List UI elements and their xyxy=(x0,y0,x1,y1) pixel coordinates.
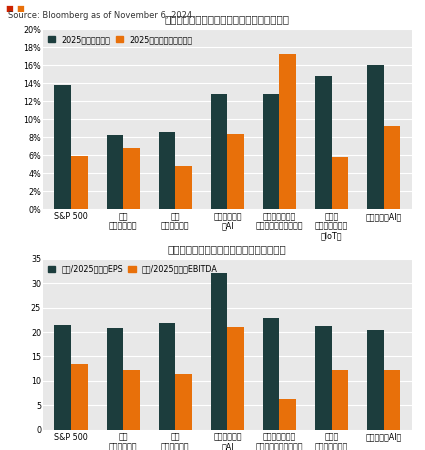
Bar xyxy=(211,274,227,430)
Bar xyxy=(367,329,384,430)
Bar xyxy=(54,85,71,209)
Bar xyxy=(54,325,71,430)
Bar xyxy=(315,326,332,430)
Title: 競争力関連のテーマ別：バリュエーション: 競争力関連のテーマ別：バリュエーション xyxy=(168,244,287,254)
Bar xyxy=(367,65,384,209)
Bar xyxy=(315,76,332,209)
Bar xyxy=(263,94,280,209)
Text: ■: ■ xyxy=(5,4,13,13)
Bar xyxy=(211,94,227,209)
Bar xyxy=(175,166,192,209)
Bar xyxy=(332,369,348,430)
Bar xyxy=(384,126,400,209)
Bar xyxy=(280,400,296,430)
Bar xyxy=(280,54,296,209)
Bar xyxy=(263,318,280,430)
Bar xyxy=(71,364,88,430)
Text: Source: Bloomberg as of November 6, 2024.: Source: Bloomberg as of November 6, 2024… xyxy=(8,11,195,20)
Bar xyxy=(123,148,140,209)
Bar xyxy=(175,374,192,430)
Title: 競争力関連のテーマ別：ファンダメンタルズ: 競争力関連のテーマ別：ファンダメンタルズ xyxy=(165,14,290,24)
Bar xyxy=(107,328,123,430)
Bar xyxy=(227,134,244,209)
Legend: 株価/2025年予想EPS, 株価/2025年予想EBITDA: 株価/2025年予想EPS, 株価/2025年予想EBITDA xyxy=(46,263,220,275)
Bar xyxy=(159,323,175,430)
Bar xyxy=(384,370,400,430)
Bar xyxy=(159,132,175,209)
Bar xyxy=(227,327,244,430)
Bar xyxy=(332,157,348,209)
Text: ■: ■ xyxy=(16,4,24,13)
Bar xyxy=(107,135,123,209)
Legend: 2025年予想利益率, 2025年予想売上高成長率: 2025年予想利益率, 2025年予想売上高成長率 xyxy=(46,33,194,45)
Bar xyxy=(71,156,88,209)
Bar xyxy=(123,370,140,430)
